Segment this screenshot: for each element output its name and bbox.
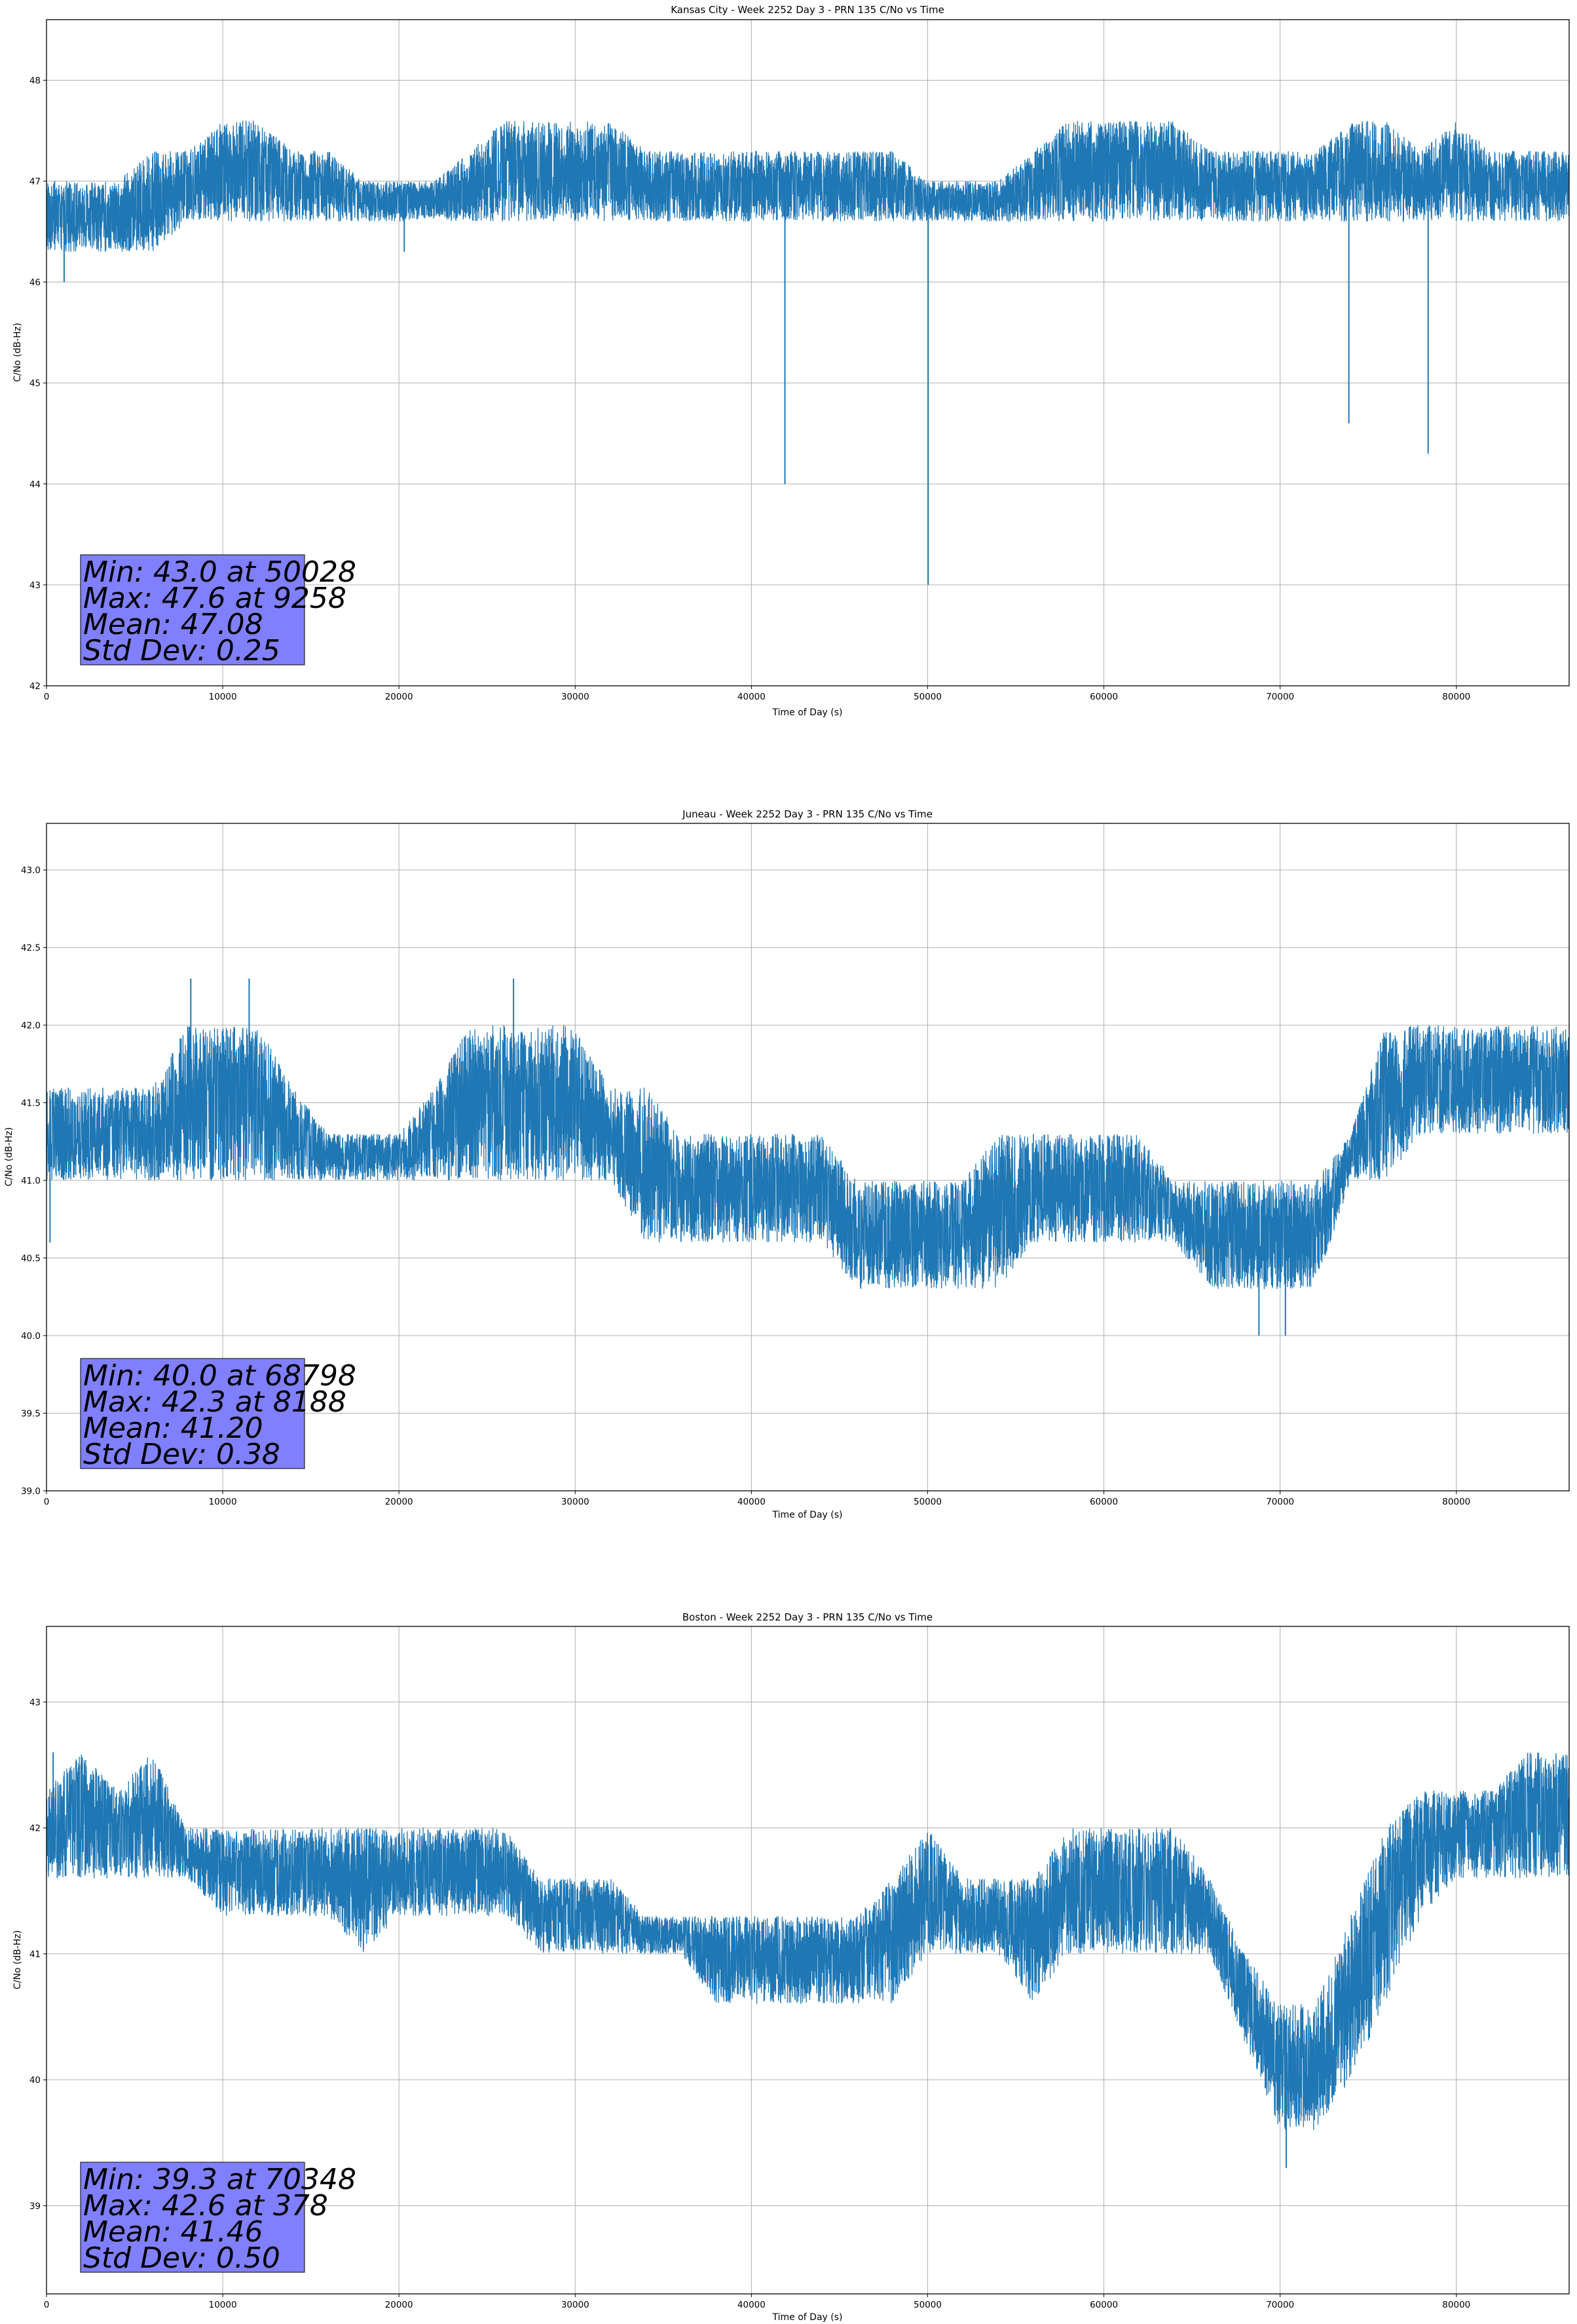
y-tick-label: 41.0 [21,1176,41,1186]
plot-frame [46,19,1570,686]
x-tick-label: 40000 [737,2300,766,2310]
x-tick-label: 0 [44,2300,50,2310]
data-trace [46,978,1570,1336]
data-trace [46,121,1570,585]
x-tick-label: 40000 [737,1497,766,1507]
x-tick-label: 50000 [914,692,942,702]
plot-frame [46,823,1570,1491]
y-axis-label: C/No (dB-Hz) [4,1127,14,1186]
y-tick-label: 40.0 [21,1331,41,1341]
x-tick-label: 0 [44,1497,50,1507]
x-tick-label: 0 [44,692,50,702]
stats-box [80,1358,305,1469]
x-tick-labels: 0 10000 20000 30000 40000 50000 60000 70000 8000… [44,2294,1470,2310]
y-tick-label: 40 [29,2075,41,2086]
x-tick-label: 30000 [561,692,589,702]
stats-min: Min: 40.0 at 68798 [83,1359,356,1393]
y-tick-label: 42.5 [21,943,41,954]
y-tick-label: 39.5 [21,1409,41,1419]
y-tick-label: 41 [29,1949,41,1960]
data-trace [46,1752,1570,2168]
y-tick-labels: 39 40 41 42 43 [29,1697,46,2211]
x-tick-label: 30000 [561,2300,589,2310]
stats-mean: Mean: 47.08 [83,608,263,641]
x-tick-label: 40000 [737,692,766,702]
stats-min: Min: 39.3 at 70348 [83,2163,356,2196]
x-tick-label: 70000 [1266,2300,1294,2310]
stats-max: Max: 42.6 at 378 [83,2189,328,2222]
x-tick-label: 70000 [1266,692,1294,702]
y-tick-label: 39 [29,2201,41,2211]
x-tick-labels: 0 10000 20000 30000 40000 50000 60000 70000 8000… [44,1491,1470,1507]
stats-max: Max: 47.6 at 9258 [83,582,346,615]
stats-std-dev: Std Dev: 0.50 [83,2241,280,2275]
y-tick-label: 45 [29,379,41,389]
y-tick-labels: 39.0 39.5 40.0 40.5 41.0 41.5 42.0 42.5 43.0 [21,865,46,1497]
y-tick-labels: 42 43 44 45 46 47 48 [29,75,46,692]
x-tick-label: 30000 [561,1497,589,1507]
x-tick-label: 10000 [209,2300,237,2310]
plot-frame [46,1626,1570,2295]
y-tick-label: 43 [29,580,41,591]
y-tick-label: 46 [29,278,41,288]
stats-std-dev: Std Dev: 0.38 [83,1438,280,1471]
subplot-juneau: Juneau - Week 2252 Day 3 - PRN 135 C/No … [4,808,1570,1520]
stats-mean: Mean: 41.46 [83,2215,263,2249]
x-tick-label: 20000 [385,1497,413,1507]
chart-title: Juneau - Week 2252 Day 3 - PRN 135 C/No … [682,808,933,820]
stats-mean: Mean: 41.20 [83,1412,263,1445]
x-axis-label: Time of Day (s) [772,707,843,718]
y-tick-label: 42.0 [21,1021,41,1031]
y-tick-label: 43 [29,1697,41,1708]
x-tick-label: 50000 [914,1497,942,1507]
stats-std-dev: Std Dev: 0.25 [83,634,280,667]
y-tick-label: 39.0 [21,1486,41,1497]
y-tick-label: 41.5 [21,1098,41,1109]
y-axis-label: C/No (dB-Hz) [12,323,23,382]
x-tick-label: 80000 [1442,1497,1470,1507]
x-tick-label: 60000 [1090,1497,1118,1507]
stats-max: Max: 42.3 at 8188 [83,1385,346,1419]
grid-lines [46,20,1569,686]
y-tick-label: 48 [29,75,41,86]
y-tick-label: 43.0 [21,865,41,876]
x-tick-label: 80000 [1442,2300,1470,2310]
y-tick-label: 44 [29,479,41,490]
y-tick-label: 40.5 [21,1254,41,1264]
x-tick-label: 50000 [914,2300,942,2310]
y-tick-label: 47 [29,177,41,187]
x-tick-label: 60000 [1090,2300,1118,2310]
subplot-kansas-city: Kansas City - Week 2252 Day 3 - PRN 135 … [12,4,1570,718]
x-tick-label: 10000 [209,692,237,702]
cno-series-line [46,1752,1570,2130]
x-axis-label: Time of Day (s) [772,2312,843,2323]
subplot-boston: Boston - Week 2252 Day 3 - PRN 135 C/No … [12,1611,1570,2323]
chart-title: Kansas City - Week 2252 Day 3 - PRN 135 … [671,4,944,16]
cno-series-line [46,121,1570,252]
stats-box [80,2162,305,2273]
chart-title: Boston - Week 2252 Day 3 - PRN 135 C/No … [682,1611,933,1623]
x-tick-label: 60000 [1090,692,1118,702]
x-tick-label: 70000 [1266,1497,1294,1507]
x-tick-label: 10000 [209,1497,237,1507]
stats-min: Min: 43.0 at 50028 [83,555,356,589]
y-tick-label: 42 [29,1824,41,1834]
cno-series-line [46,1025,1570,1289]
x-tick-labels: 0 10000 20000 30000 40000 50000 60000 70000 8000… [44,686,1470,702]
y-axis-label: C/No (dB-Hz) [12,1930,23,1989]
x-axis-label: Time of Day (s) [772,1510,843,1520]
y-tick-label: 42 [29,681,41,692]
x-tick-label: 20000 [385,692,413,702]
x-tick-label: 80000 [1442,692,1470,702]
x-tick-label: 20000 [385,2300,413,2310]
stats-box [80,554,305,665]
